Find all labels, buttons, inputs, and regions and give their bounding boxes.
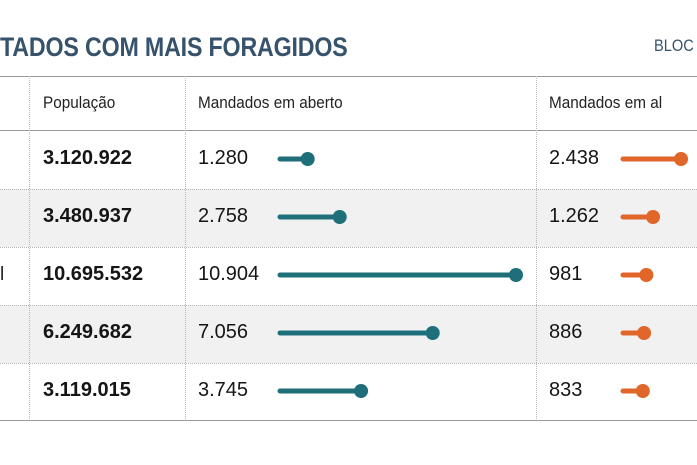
population-value: 3.120.922	[43, 147, 132, 169]
population-value: 6.249.682	[43, 321, 132, 343]
table-row: 3.119.015 3.745 833	[0, 363, 697, 421]
row-separator	[0, 189, 697, 190]
open-warrants-value: 7.056	[198, 321, 249, 343]
open-warrants-2-value: 2.438	[549, 147, 600, 169]
population-value: 3.119.015	[43, 379, 131, 401]
open-warrants-value: 2.758	[198, 205, 249, 227]
open-warrants-2-value: 1.262	[549, 205, 600, 227]
open-warrants-2-value: 886	[549, 321, 583, 343]
open-warrants-value: 1.280	[198, 147, 249, 169]
table-bottom-rule	[0, 420, 697, 421]
column-divider	[185, 76, 186, 421]
open-warrants-value: 10.904	[198, 263, 260, 285]
table-row: 3.480.937 2.758 1.262	[0, 189, 697, 247]
table-row: 6.249.682 7.056 886	[0, 305, 697, 363]
column-divider	[29, 76, 30, 421]
chart-title: TADOS COM MAIS FORAGIDOS	[0, 32, 348, 62]
source-label: BLOC	[654, 36, 694, 55]
column-header-row: População Mandados em aberto Mandados em…	[0, 76, 697, 131]
row-separator	[0, 363, 697, 364]
column-divider	[536, 76, 537, 421]
state-name-fragment: l	[0, 264, 5, 285]
population-column-header: População	[43, 93, 116, 112]
population-value: 3.480.937	[43, 205, 132, 227]
row-separator	[0, 247, 697, 248]
population-value: 10.695.532	[43, 263, 144, 285]
header-bottom-rule	[0, 130, 697, 131]
open-warrants-column-header: Mandados em aberto	[198, 93, 343, 112]
table-row: 3.120.922 1.280 2.438	[0, 131, 697, 189]
open-warrants-2-value: 981	[549, 263, 583, 285]
open-warrants-2-column-header: Mandados em al	[549, 93, 663, 112]
open-warrants-value: 3.745	[198, 379, 249, 401]
table-row: l 10.695.532 10.904 981	[0, 247, 697, 305]
header-top-rule	[0, 76, 697, 77]
row-separator	[0, 305, 697, 306]
open-warrants-2-value: 833	[549, 379, 583, 401]
